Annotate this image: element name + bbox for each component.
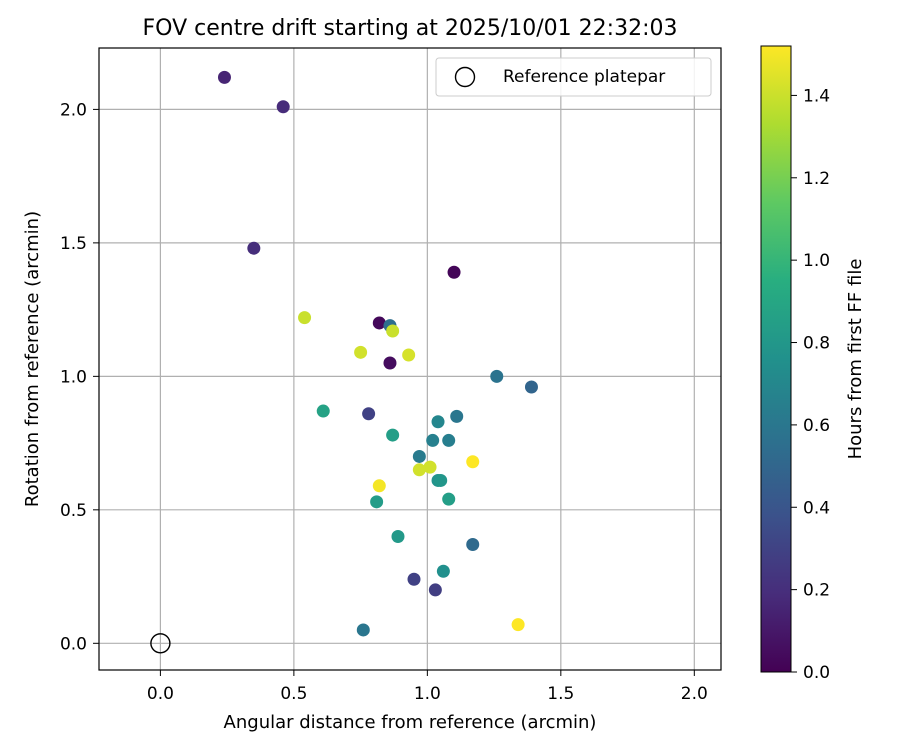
data-point [386,324,400,338]
data-point [354,345,368,359]
data-point [391,530,405,544]
y-tick-label: 0.5 [60,501,87,521]
y-tick-label: 0.0 [60,634,87,654]
x-tick-label: 1.0 [414,684,441,704]
data-point [356,623,370,637]
data-point [407,572,421,586]
colorbar-tick-label: 0.0 [803,663,830,683]
data-point [434,473,448,487]
y-tick-label: 1.5 [60,234,87,254]
data-point [370,495,384,509]
data-point [524,380,538,394]
data-point [402,348,416,362]
data-point [372,316,386,330]
x-tick-label: 2.0 [681,684,708,704]
legend-box [435,57,712,97]
data-point [217,70,231,84]
data-point [372,479,386,493]
y-axis-label: Rotation from reference (arcmin) [22,211,43,507]
data-point [412,449,426,463]
colorbar-tick-label: 0.2 [803,581,830,601]
colorbar: 0.0 0.2 0.4 0.6 0.8 1.0 1.2 1.4 Hours from firs… [760,45,866,683]
data-point [431,415,445,429]
colorbar-tick-label: 1.2 [803,169,830,189]
reference-layer [150,633,171,654]
y-tick-label: 2.0 [60,100,87,120]
colorbar-tick-label: 1.4 [803,86,830,106]
data-point [466,538,480,552]
data-point [386,428,400,442]
data-point [428,583,442,597]
data-point [447,265,461,279]
data-point [276,100,290,114]
y-tick-label: 1.0 [60,367,87,387]
data-point [423,460,437,474]
plot-frame [98,47,722,671]
data-point [442,433,456,447]
colorbar-gradient [760,45,792,673]
y-axis-ticks: 0.0 0.5 1.0 1.5 2.0 [60,100,99,654]
colorbar-tick-label: 0.8 [803,334,830,354]
chart-title: FOV centre drift starting at 2025/10/01 … [143,16,678,41]
data-point [442,492,456,506]
colorbar-ticks: 0.0 0.2 0.4 0.6 0.8 1.0 1.2 1.4 [791,86,830,683]
x-axis-label: Angular distance from reference (arcmin) [224,712,597,733]
x-tick-label: 0.0 [147,684,174,704]
data-point [426,433,440,447]
data-point [412,463,426,477]
data-point [450,409,464,423]
data-point [436,564,450,578]
data-point [362,407,376,421]
colorbar-label: Hours from first FF file [845,259,866,460]
x-axis-ticks: 0.0 0.5 1.0 1.5 2.0 [147,670,708,704]
legend-label: Reference platepar [503,67,665,87]
data-point [466,455,480,469]
x-tick-label: 0.5 [280,684,307,704]
grid [99,48,721,670]
colorbar-tick-label: 1.0 [803,251,830,271]
data-point [383,356,397,370]
colorbar-tick-label: 0.4 [803,498,830,518]
reference-platepar-marker [150,633,171,654]
data-point [316,404,330,418]
legend: Reference platepar [435,57,712,97]
x-tick-label: 1.5 [547,684,574,704]
data-point [490,369,504,383]
data-point [511,618,525,632]
legend-marker [454,66,476,88]
data-point [247,241,261,255]
data-point [298,311,312,325]
data-points [217,70,538,637]
colorbar-tick-label: 0.6 [803,416,830,436]
